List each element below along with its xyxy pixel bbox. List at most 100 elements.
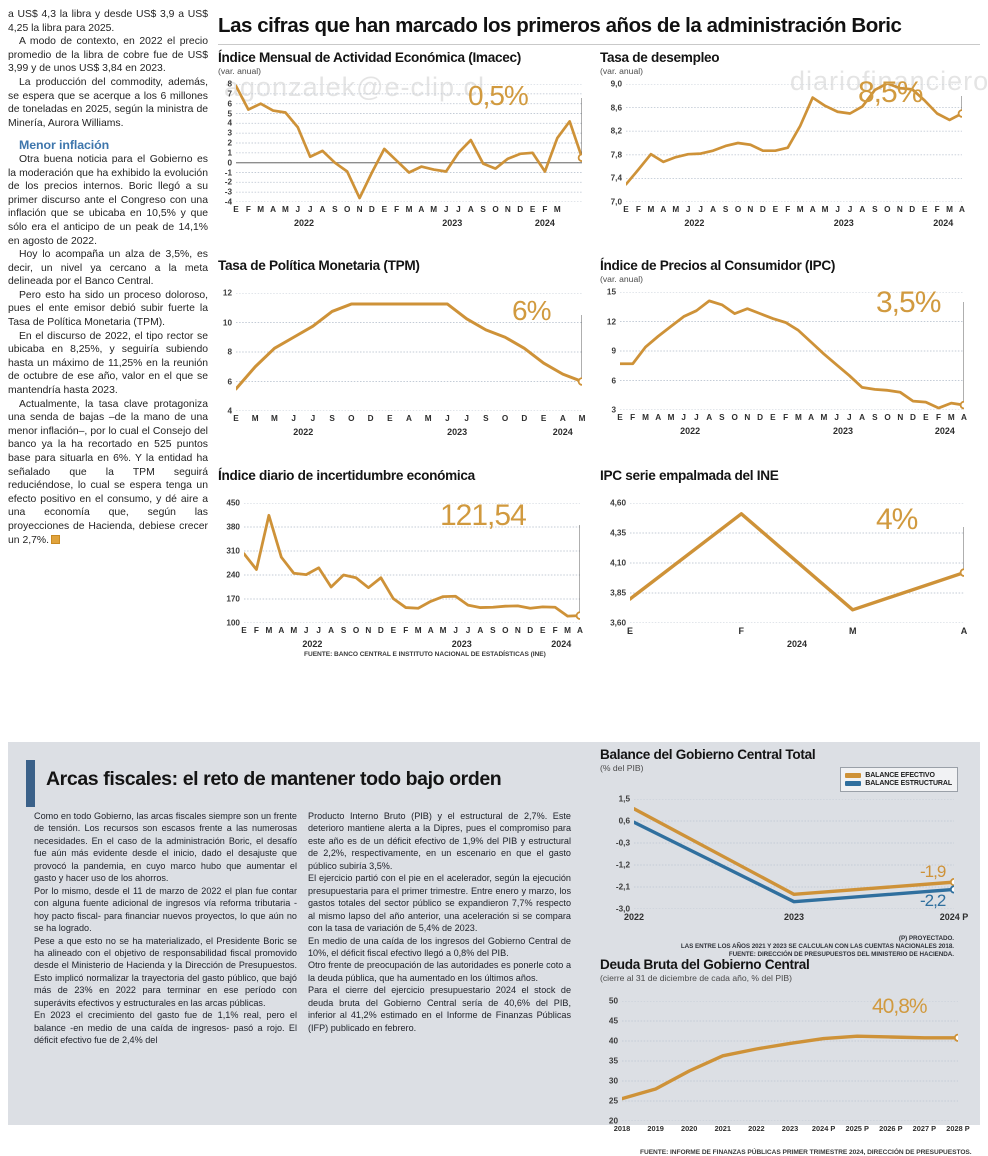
- chart-desempleo: Tasa de desempleo (var. anual) 7,0 7,4 7,8 8,…: [600, 50, 980, 228]
- chart-highlight-value: 121,54: [440, 499, 527, 532]
- x-axis-tick: M: [251, 414, 259, 423]
- x-axis-tick: D: [527, 626, 534, 635]
- y-axis-tick: 10: [222, 318, 232, 327]
- x-axis-tick: E: [241, 626, 247, 635]
- chart-subtitle: (% del PIB): [600, 763, 644, 773]
- fiscal-paragraph: Otro frente de preocupación de las autor…: [308, 960, 571, 983]
- x-axis-tick: N: [747, 205, 754, 214]
- x-axis-tick: D: [517, 205, 524, 214]
- legend-swatch: [845, 781, 862, 786]
- chart-svg: [634, 799, 954, 909]
- x-axis-tick: F: [403, 626, 409, 635]
- x-axis-tick: M: [672, 205, 680, 214]
- x-axis-tick: M: [424, 414, 432, 423]
- y-axis-tick: -3,0: [615, 904, 630, 914]
- y-axis-tick: 7,0: [610, 197, 622, 207]
- article-paragraph: A modo de contexto, en 2022 el precio pr…: [8, 36, 208, 75]
- x-axis-tick: 2020: [680, 1124, 698, 1133]
- x-axis-year-label: 2023: [451, 639, 472, 649]
- x-axis-tick: A: [406, 414, 412, 423]
- x-axis-tick: F: [552, 626, 558, 635]
- series-end-label: -1,9: [920, 862, 946, 882]
- x-axis-tick: E: [626, 626, 634, 636]
- x-axis-tick: J: [685, 205, 691, 214]
- chart-title: Balance del Gobierno Central Total: [600, 747, 816, 762]
- x-axis-tick: M: [796, 205, 804, 214]
- x-axis-tick: J: [445, 414, 450, 423]
- x-axis-tick: F: [738, 626, 745, 636]
- x-axis-tick: 2023: [783, 912, 805, 922]
- chart-title: Tasa de Política Monetaria (TPM): [218, 258, 420, 273]
- x-axis-tick: M: [642, 413, 649, 422]
- y-axis-tick: -4: [224, 197, 232, 207]
- x-axis-tick: S: [872, 205, 878, 214]
- y-axis-tick: 4,10: [610, 558, 626, 568]
- x-axis-tick: E: [387, 414, 393, 423]
- y-axis-tick: 1,5: [618, 794, 630, 804]
- section-title: Arcas fiscales: el reto de mantener todo…: [46, 768, 502, 790]
- y-axis-tick: 40: [608, 1036, 618, 1046]
- x-axis-tick: J: [835, 205, 840, 214]
- x-axis-tick: J: [443, 205, 449, 214]
- x-axis-tick: D: [377, 626, 384, 635]
- y-axis-tick: 0,6: [618, 816, 630, 826]
- x-axis-tick: A: [960, 626, 968, 636]
- chart-svg: [236, 293, 582, 411]
- x-axis-tick: A: [427, 626, 434, 635]
- y-axis-tick: 7,8: [610, 150, 622, 160]
- x-axis-tick: A: [655, 413, 662, 422]
- x-axis-year-label: 2023: [833, 218, 854, 228]
- y-axis-tick: 8: [227, 79, 232, 89]
- x-axis-tick: A: [710, 205, 717, 214]
- y-axis-tick: 4,35: [610, 528, 626, 538]
- x-axis-tick: J: [464, 414, 469, 423]
- x-axis-tick: M: [667, 413, 675, 422]
- x-axis-tick: S: [480, 205, 486, 214]
- y-axis-tick: 9: [611, 346, 616, 356]
- chart-note-line: LAS ENTRE LOS AÑOS 2021 Y 2023 SE CALCUL…: [680, 943, 954, 951]
- x-axis-tick: D: [909, 205, 916, 214]
- y-axis-tick: 1: [227, 148, 232, 158]
- chart-highlight-value: 40,8%: [872, 995, 928, 1018]
- chart-subtitle: (var. anual): [218, 66, 261, 76]
- y-axis-tick: 8: [227, 347, 232, 357]
- y-axis-tick: 5: [227, 109, 232, 118]
- chart-balance: Balance del Gobierno Central Total (% del…: [600, 747, 972, 958]
- y-axis-tick: 8,2: [610, 126, 622, 136]
- chart-svg: [244, 503, 580, 623]
- left-article-column: a US$ 4,3 la libra y desde US$ 3,9 a US$…: [8, 8, 208, 718]
- x-axis-tick: M: [578, 414, 586, 423]
- legend-label: BALANCE EFECTIVO: [865, 772, 935, 779]
- article-paragraph: a US$ 4,3 la libra y desde US$ 3,9 a US$…: [8, 9, 208, 34]
- x-axis-tick: N: [356, 205, 363, 214]
- x-axis-tick: J: [834, 413, 839, 422]
- y-axis-tick: 6: [227, 377, 232, 386]
- fiscal-paragraph: En 2023 el crecimiento del gasto fue de …: [34, 1010, 297, 1046]
- x-axis-tick: J: [303, 626, 309, 635]
- x-axis-tick: M: [647, 205, 655, 214]
- x-axis-tick: F: [630, 413, 636, 422]
- x-axis-tick: E: [381, 205, 388, 214]
- x-axis-tick: E: [772, 205, 779, 214]
- x-axis-tick: 2021: [714, 1124, 732, 1133]
- x-axis-year-label: 2024: [933, 218, 954, 228]
- chart-highlight-value: 4%: [876, 503, 918, 536]
- chart-plot-area: 3 6 9 12 15 E F M A M J J A S O N D E F M A M J J A S O N D E F M A 2022 2…: [607, 286, 967, 436]
- x-axis-tick: 2019: [647, 1124, 664, 1133]
- x-axis-year-label: 2022: [684, 218, 705, 228]
- y-axis-tick: 450: [226, 498, 240, 508]
- x-axis-tick: A: [270, 205, 277, 214]
- x-axis-tick: N: [504, 205, 511, 214]
- chart-source: FUENTE: BANCO CENTRAL E INSTITUTO NACION…: [304, 651, 546, 658]
- x-axis-tick: E: [539, 626, 546, 635]
- chart-highlight-value: 6%: [512, 295, 551, 326]
- x-axis-tick: A: [809, 205, 816, 214]
- x-axis-tick: M: [265, 626, 273, 635]
- x-axis-tick: S: [483, 414, 489, 423]
- x-axis-tick: A: [278, 626, 285, 635]
- x-axis-tick: F: [783, 413, 789, 422]
- chart-highlight-value: 8,5%: [858, 76, 923, 109]
- x-axis-tick: A: [660, 205, 667, 214]
- chart-title: Índice de Precios al Consumidor (IPC): [600, 258, 836, 273]
- header-divider: [218, 44, 980, 45]
